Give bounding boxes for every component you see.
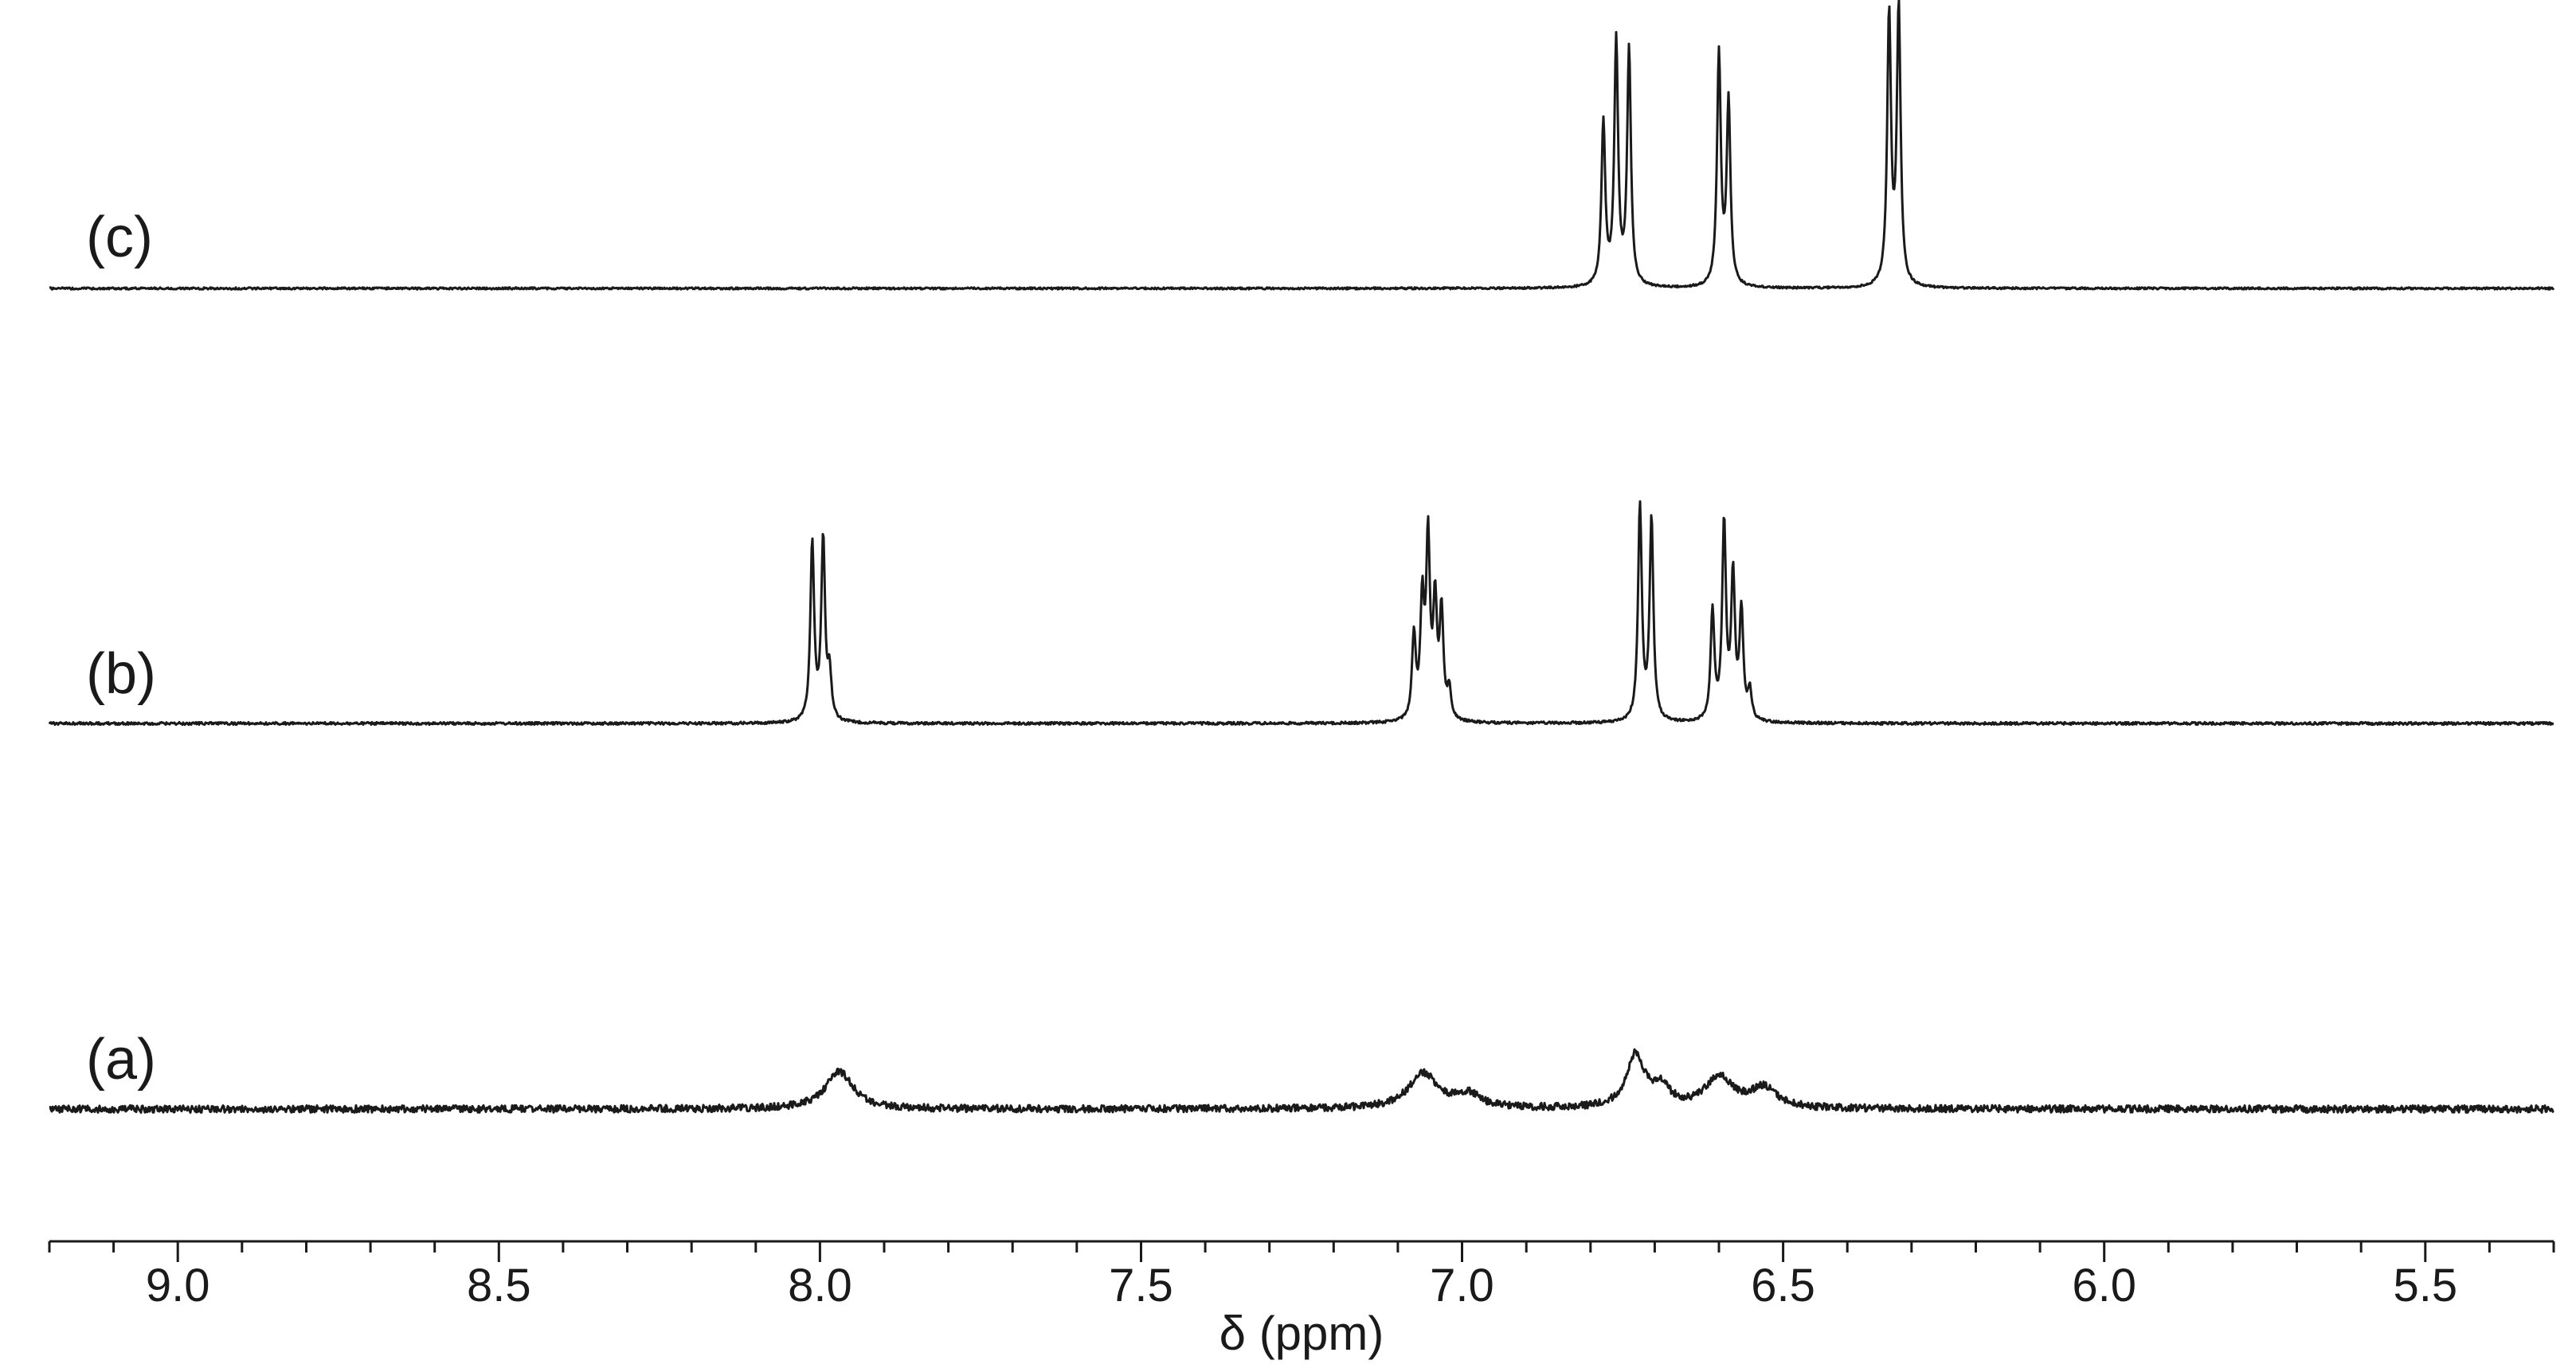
x-tick-label: 7.5 (1109, 1260, 1173, 1311)
x-tick-label: 8.5 (467, 1260, 531, 1311)
spectrum-trace-c (49, 0, 2555, 291)
x-tick-label: 9.0 (146, 1260, 210, 1311)
x-tick-label: 7.0 (1430, 1260, 1494, 1311)
x-tick-label: 5.5 (2393, 1260, 2457, 1311)
trace-label-b: (b) (86, 642, 156, 706)
trace-label-c: (c) (86, 206, 153, 269)
x-axis-tick-labels: 9.0 8.5 8.0 7.5 7.0 6.5 6.0 5.5 (146, 1260, 2457, 1311)
spectrum-trace-a (49, 1048, 2554, 1114)
spectrum-trace-b (48, 500, 2554, 727)
x-axis: 9.0 8.5 8.0 7.5 7.0 6.5 6.0 5.5 δ (ppm) (48, 1240, 2555, 1360)
x-axis-ticks (48, 1241, 2555, 1262)
x-tick-label: 8.0 (788, 1260, 852, 1311)
x-tick-label: 6.0 (2072, 1260, 2136, 1311)
x-tick-label: 6.5 (1751, 1260, 1815, 1311)
x-axis-title: δ (ppm) (1219, 1307, 1384, 1360)
spectrum-traces (48, 0, 2555, 1114)
trace-labels: (c) (b) (a) (86, 206, 156, 1092)
trace-label-a: (a) (86, 1028, 156, 1092)
